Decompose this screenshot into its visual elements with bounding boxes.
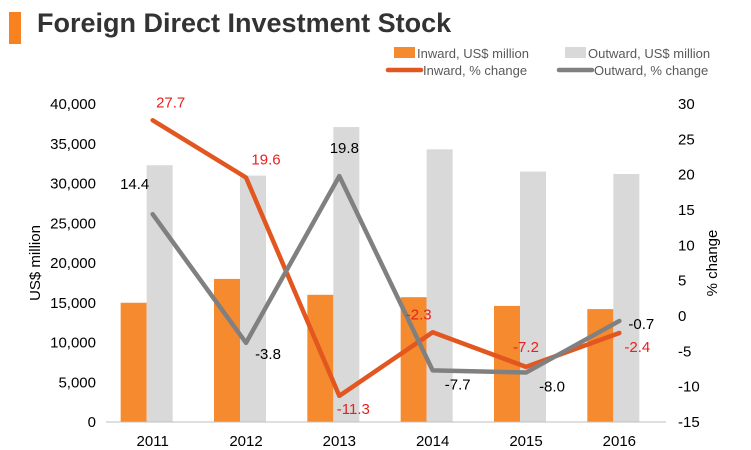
- label-outward-pct-2014: -7.7: [445, 376, 471, 393]
- label-inward-pct-2014: -2.3: [406, 306, 432, 323]
- y-tick-label: 25,000: [50, 215, 96, 232]
- y2-tick-label: 0: [678, 308, 686, 325]
- line-outward-pct: [150, 173, 622, 375]
- label-inward-pct-2016: -2.4: [624, 339, 650, 356]
- label-inward-pct-2011: 27.7: [156, 94, 185, 111]
- label-outward-pct-2013: 19.8: [330, 140, 359, 157]
- legend-label-outward-bar: Outward, US$ million: [588, 46, 710, 61]
- label-outward-pct-2012: -3.8: [255, 346, 281, 363]
- bar-outward-2013: [333, 127, 360, 423]
- bar-outward-2015: [520, 171, 546, 422]
- y-tick-label: 30,000: [50, 176, 96, 193]
- y2-axis-title: % change: [704, 230, 721, 297]
- label-outward-pct-2015: -8.0: [539, 379, 565, 396]
- y2-tick-label: 25: [678, 131, 695, 148]
- y2-tick-label: 30: [678, 96, 695, 113]
- x-tick-label-2013: 2013: [323, 433, 356, 450]
- label-outward-pct-2016: -0.7: [628, 316, 654, 333]
- x-tick-label-2012: 2012: [229, 433, 262, 450]
- x-tick-label-2011: 2011: [137, 433, 169, 450]
- label-inward-pct-2013: -11.3: [337, 401, 370, 418]
- legend-swatch-outward-bar: [565, 47, 586, 58]
- x-tick-label-2015: 2015: [509, 433, 542, 450]
- y2-tick-label: 10: [678, 237, 695, 254]
- y-tick-label: 35,000: [50, 136, 96, 153]
- legend-label-outward-line: Outward, % change: [594, 63, 708, 78]
- label-outward-pct-2011: 14.4: [120, 176, 149, 193]
- label-inward-pct-2015: -7.2: [513, 339, 539, 356]
- y2-tick-label: 20: [678, 167, 695, 184]
- y2-tick-label: 15: [678, 202, 695, 219]
- y2-tick-label: -5: [678, 343, 691, 360]
- title-accent-bar: [9, 12, 21, 44]
- y-tick-label: 0: [88, 414, 96, 431]
- bar-outward-2011: [146, 165, 173, 422]
- x-tick-label-2016: 2016: [603, 433, 636, 450]
- y2-tick-label: 5: [678, 273, 686, 290]
- legend-label-inward-bar: Inward, US$ million: [417, 46, 529, 61]
- x-tick-label-2014: 2014: [416, 433, 449, 450]
- legend-swatch-inward-bar: [394, 47, 415, 58]
- chart-title: Foreign Direct Investment Stock: [37, 8, 452, 38]
- legend-label-inward-line: Inward, % change: [423, 63, 527, 78]
- y-tick-label: 5,000: [58, 374, 96, 391]
- bar-inward-2013: [307, 294, 334, 422]
- y-tick-label: 40,000: [50, 96, 96, 113]
- bar-outward-2016: [613, 173, 640, 422]
- label-inward-pct-2012: 19.6: [251, 151, 280, 168]
- y2-tick-label: -10: [678, 379, 700, 396]
- y-tick-label: 15,000: [50, 295, 96, 312]
- line-inward-pct: [150, 118, 622, 399]
- y2-tick-label: -15: [678, 414, 700, 431]
- bar-inward-2011: [120, 302, 147, 422]
- y-tick-label: 10,000: [50, 335, 96, 352]
- y-axis-title: US$ million: [27, 225, 44, 301]
- bar-outward-2014: [426, 149, 453, 422]
- y-tick-label: 20,000: [50, 255, 96, 272]
